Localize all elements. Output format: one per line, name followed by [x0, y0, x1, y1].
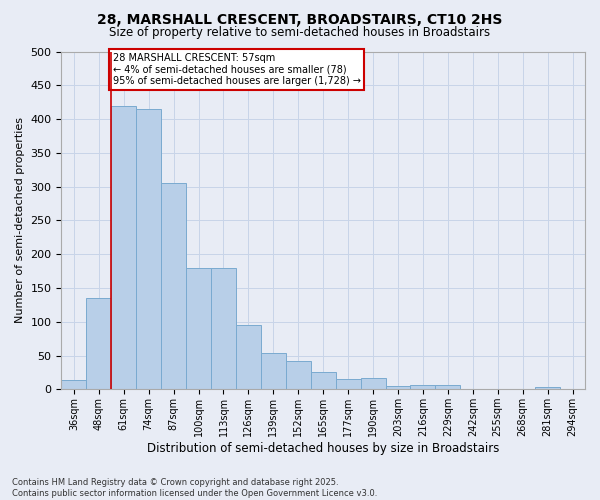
X-axis label: Distribution of semi-detached houses by size in Broadstairs: Distribution of semi-detached houses by … [147, 442, 499, 455]
Text: Contains HM Land Registry data © Crown copyright and database right 2025.
Contai: Contains HM Land Registry data © Crown c… [12, 478, 377, 498]
Bar [335, 379, 361, 390]
Bar [286, 361, 311, 390]
Text: 28, MARSHALL CRESCENT, BROADSTAIRS, CT10 2HS: 28, MARSHALL CRESCENT, BROADSTAIRS, CT10… [97, 12, 503, 26]
Bar [386, 386, 410, 390]
Bar [261, 354, 286, 390]
Bar [361, 378, 386, 390]
Bar [436, 384, 460, 390]
Bar [86, 298, 111, 390]
Bar [136, 109, 161, 390]
Bar [410, 384, 436, 390]
Text: Size of property relative to semi-detached houses in Broadstairs: Size of property relative to semi-detach… [109, 26, 491, 39]
Bar [186, 268, 211, 390]
Bar [311, 372, 335, 390]
Bar [161, 183, 186, 390]
Bar [535, 388, 560, 390]
Y-axis label: Number of semi-detached properties: Number of semi-detached properties [15, 118, 25, 324]
Bar [236, 325, 261, 390]
Bar [61, 380, 86, 390]
Bar [111, 106, 136, 390]
Bar [211, 268, 236, 390]
Text: 28 MARSHALL CRESCENT: 57sqm
← 4% of semi-detached houses are smaller (78)
95% of: 28 MARSHALL CRESCENT: 57sqm ← 4% of semi… [113, 53, 361, 86]
